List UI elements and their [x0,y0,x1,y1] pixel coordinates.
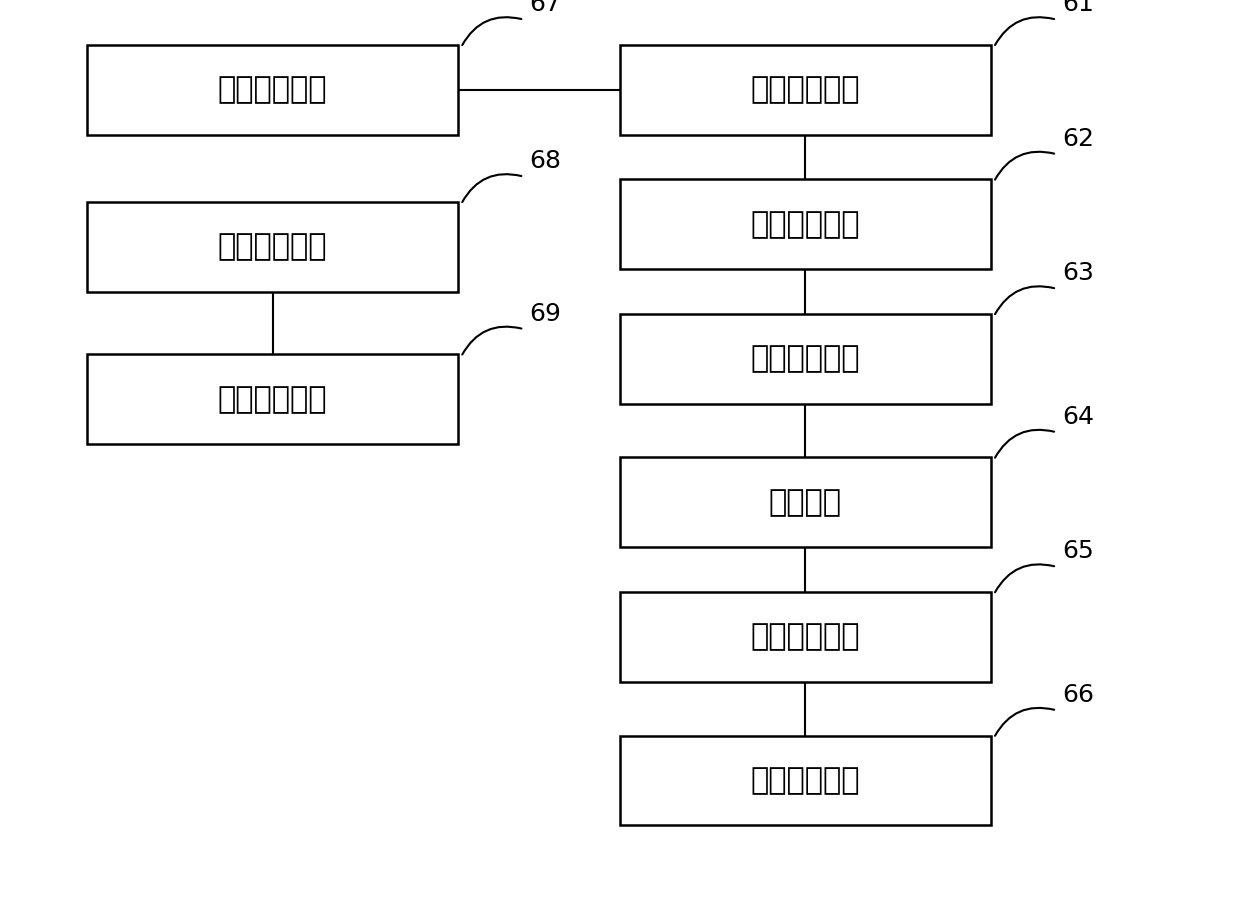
Text: 61: 61 [1062,0,1094,16]
Text: 66: 66 [1062,683,1094,707]
Text: 62: 62 [1062,126,1094,151]
Text: 65: 65 [1062,539,1094,563]
Text: 67: 67 [529,0,561,16]
Bar [620,457,991,547]
Bar [87,354,458,444]
Bar [620,592,991,682]
Text: 第一调整单元: 第一调整单元 [751,766,860,795]
Text: 第一计算单元: 第一计算单元 [751,344,860,373]
Text: 第二计算单元: 第二计算单元 [218,232,327,261]
Text: 63: 63 [1062,261,1094,285]
Bar [87,202,458,292]
Text: 第一获取单元: 第一获取单元 [751,75,860,104]
Text: 第二获取单元: 第二获取单元 [751,210,860,239]
Text: 69: 69 [529,301,561,326]
Bar [620,736,991,825]
Text: 64: 64 [1062,405,1094,429]
Bar [620,45,991,135]
Text: 第三获取单元: 第三获取单元 [218,75,327,104]
Text: 判断单元: 判断单元 [769,488,841,517]
Text: 第二确定单元: 第二确定单元 [218,385,327,414]
Bar [87,45,458,135]
Text: 68: 68 [529,149,561,173]
Bar [620,314,991,404]
Bar [620,179,991,269]
Text: 第一确定单元: 第一确定单元 [751,623,860,651]
